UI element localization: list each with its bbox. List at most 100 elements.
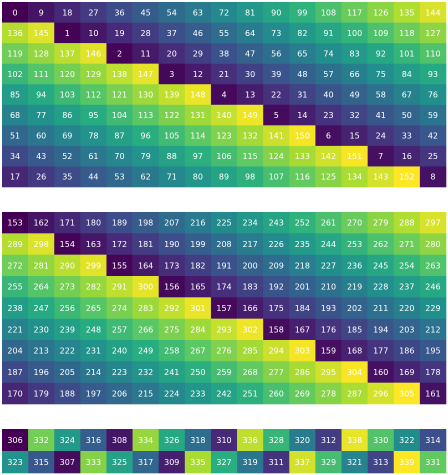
- heatmap-cell: [263, 22, 290, 44]
- heatmap-cell-label: 223: [112, 368, 127, 377]
- heatmap-cell-label: 196: [34, 368, 49, 377]
- heatmap-cell: [184, 63, 212, 85]
- heatmap-cell-label: 271: [399, 240, 414, 249]
- heatmap-cell: [28, 233, 55, 255]
- heatmap-cell-label: 299: [86, 261, 101, 270]
- heatmap-cell-label: 219: [347, 283, 362, 292]
- heatmap-cell-label: 162: [34, 219, 49, 228]
- heatmap-cell: [419, 212, 447, 234]
- heatmap-cell: [80, 254, 107, 277]
- heatmap-cell: [28, 43, 55, 64]
- heatmap-cell: [2, 166, 29, 188]
- heatmap-cell: [54, 2, 81, 23]
- heatmap-cell: [237, 318, 264, 341]
- heatmap-block-3: 306 332 324 316 308 334 326 318 310 336 328 320 312 3…: [2, 429, 447, 474]
- heatmap-cell: [315, 233, 342, 255]
- heatmap-cell-label: 339: [399, 458, 414, 467]
- heatmap-cell-label: 272: [7, 261, 22, 270]
- heatmap-cell: [28, 84, 55, 106]
- heatmap-cell: [237, 145, 264, 167]
- heatmap-cell: [289, 125, 316, 147]
- heatmap-cell: [263, 104, 290, 126]
- heatmap-cell-label: 59: [428, 111, 438, 120]
- heatmap-cell: [80, 451, 107, 474]
- heatmap-cell-label: 9: [39, 8, 44, 17]
- heatmap-block-2: 153 162 171 180 189 198 207 216 225 234 243 252 261 2…: [2, 212, 447, 405]
- heatmap-cell-label: 44: [88, 173, 98, 182]
- heatmap-cell: [367, 212, 395, 234]
- heatmap-cell: [289, 382, 316, 405]
- heatmap-cell: [419, 43, 447, 64]
- heatmap-cell-label: 233: [190, 389, 205, 398]
- heatmap-cell: [393, 125, 421, 147]
- heatmap-cell: [28, 145, 55, 167]
- heatmap-cell: [2, 22, 29, 44]
- heatmap-cell-label: 203: [399, 325, 414, 334]
- heatmap-cell-label: 325: [112, 458, 127, 467]
- heatmap-cell-label: 42: [428, 132, 438, 141]
- heatmap-cell-label: 29: [193, 49, 203, 58]
- heatmap-cell: [54, 254, 81, 277]
- heatmap-cell: [80, 429, 107, 452]
- heatmap-cell: [2, 145, 29, 167]
- heatmap-cell-label: 96: [141, 132, 151, 141]
- heatmap-cell-label: 114: [190, 132, 205, 141]
- heatmap-cell-label: 124: [269, 152, 284, 161]
- heatmap-cell: [106, 22, 133, 44]
- heatmap-cell: [210, 145, 238, 167]
- heatmap-cell-label: 284: [190, 325, 205, 334]
- heatmap-cell: [367, 145, 395, 167]
- heatmap-cell-label: 89: [219, 173, 229, 182]
- heatmap-cell-label: 182: [190, 261, 205, 270]
- heatmap-cell-label: 236: [347, 261, 362, 270]
- heatmap-cell: [367, 361, 395, 383]
- heatmap-cell-label: 62: [141, 173, 151, 182]
- heatmap-cell: [367, 318, 395, 341]
- heatmap-cell-label: 129: [86, 70, 101, 79]
- heatmap-cell-label: 119: [7, 49, 22, 58]
- heatmap-cell: [419, 429, 447, 452]
- heatmap-cell: [393, 361, 421, 383]
- heatmap-cell-label: 213: [34, 347, 49, 356]
- heatmap-cell: [341, 22, 368, 44]
- heatmap-cell-label: 185: [347, 325, 362, 334]
- heatmap-cell-label: 122: [164, 111, 179, 120]
- heatmap-cell: [28, 63, 55, 85]
- heatmap-cell-label: 143: [373, 173, 388, 182]
- heatmap-cell-label: 237: [399, 283, 414, 292]
- heatmap-cell: [28, 104, 55, 126]
- heatmap-cell-label: 160: [373, 368, 388, 377]
- heatmap-cell-label: 228: [373, 283, 388, 292]
- heatmap-cell-label: 202: [347, 304, 362, 313]
- heatmap-cell-label: 158: [269, 325, 284, 334]
- heatmap-cell-label: 232: [138, 368, 153, 377]
- heatmap-cell: [132, 361, 160, 383]
- heatmap-cell: [28, 125, 55, 147]
- heatmap-cell-label: 312: [321, 436, 336, 445]
- heatmap-cell-label: 222: [60, 347, 75, 356]
- heatmap-cell: [341, 318, 368, 341]
- heatmap-cell: [237, 125, 264, 147]
- heatmap-cell: [393, 233, 421, 255]
- heatmap-cell: [54, 166, 81, 188]
- heatmap-cell-label: 311: [269, 458, 284, 467]
- heatmap-cell: [106, 276, 133, 298]
- heatmap-cell: [132, 297, 160, 319]
- heatmap-cell: [237, 340, 264, 362]
- heatmap-cell: [237, 166, 264, 188]
- heatmap-cell-label: 102: [7, 70, 22, 79]
- heatmap-cell: [237, 63, 264, 85]
- heatmap-cell: [393, 451, 421, 474]
- heatmap-cell: [54, 297, 81, 319]
- heatmap-cell: [393, 340, 421, 362]
- heatmap-cell-label: 294: [269, 347, 284, 356]
- heatmap-cell: [263, 254, 290, 277]
- heatmap-cell-label: 289: [7, 240, 22, 249]
- heatmap-cell-label: 322: [399, 436, 414, 445]
- heatmap-cell-label: 94: [36, 91, 46, 100]
- heatmap-cell-label: 117: [347, 8, 362, 17]
- heatmap-cell: [132, 340, 160, 362]
- heatmap-cell-label: 238: [7, 304, 22, 313]
- heatmap-cell: [289, 429, 316, 452]
- heatmap-cell-label: 247: [34, 304, 49, 313]
